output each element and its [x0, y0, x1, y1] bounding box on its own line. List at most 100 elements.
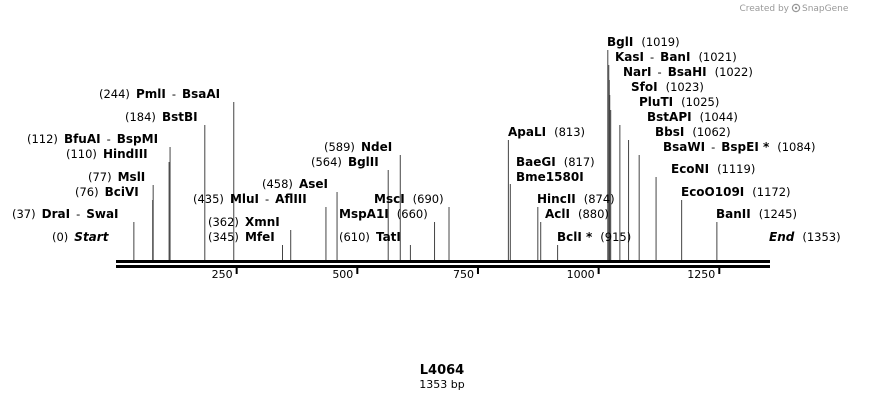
credit-brand: SnapGene — [802, 4, 849, 14]
enzyme-name: AclI — [545, 207, 570, 221]
enzyme-name: BglII — [348, 155, 379, 169]
site-label-pmli: (244) PmlI - BsaAI — [99, 87, 220, 101]
site-position: (345) — [208, 230, 239, 244]
enzyme-name: MfeI — [245, 230, 275, 244]
enzyme-name: BaeGI — [516, 155, 556, 169]
enzyme-name: BbsI — [655, 125, 684, 139]
site-position: (1019) — [641, 35, 679, 49]
site-position: (1172) — [752, 185, 790, 199]
site-position: (915) — [600, 230, 631, 244]
site-label-bglii: (564) BglII — [311, 155, 379, 169]
tick-label: 1000 — [567, 268, 595, 281]
site-position: (690) — [413, 192, 444, 206]
site-position: (1021) — [698, 50, 736, 64]
site-label-start: (0) Start — [52, 230, 110, 244]
site-position: (244) — [99, 87, 130, 101]
enzyme-name: BstAPI — [647, 110, 692, 124]
site-label-bcli: BclI * (915) — [557, 230, 631, 244]
site-labels: (0) Start(37) DraI - SwaI(76) BciVI(77) MslI(1… — [12, 35, 841, 244]
enzyme-name: MslI — [118, 170, 146, 184]
tick-label: 1250 — [687, 268, 715, 281]
site-label-bgli: BglI (1019) — [607, 35, 680, 49]
site-label-sfoi: SfoI (1023) — [631, 80, 704, 94]
site-position: (874) — [584, 192, 615, 206]
site-label-banii: BanII (1245) — [716, 207, 797, 221]
tick-label: 750 — [453, 268, 474, 281]
site-position: (76) — [75, 185, 99, 199]
site-position: (1044) — [700, 110, 738, 124]
site-label-mlui: (435) MluI - AflIII — [193, 192, 307, 206]
enzyme-name: HincII — [537, 192, 576, 206]
site-position: (1245) — [759, 207, 797, 221]
site-position: (0) — [52, 230, 68, 244]
enzyme-name: DraI — [42, 207, 70, 221]
enzyme-name: End — [769, 230, 795, 244]
enzyme-name: BfuAI — [64, 132, 101, 146]
sequence-backbone — [116, 260, 770, 268]
enzyme-name: XmnI — [245, 215, 280, 229]
tick-label: 250 — [212, 268, 233, 281]
site-label-bstapi: BstAPI (1044) — [647, 110, 738, 124]
site-position: (1353) — [802, 230, 840, 244]
enzyme-name: NdeI — [361, 140, 392, 154]
enzyme-name: Bme1580I — [516, 170, 584, 184]
enzyme-name: PmlI — [136, 87, 166, 101]
plasmid-length: 1353 bp — [419, 378, 464, 391]
site-label-ndei: (589) NdeI — [324, 140, 392, 154]
credit-text: Created by — [739, 4, 789, 14]
site-position: (435) — [193, 192, 224, 206]
enzyme-name: NarI — [623, 65, 652, 79]
snapgene-logo-icon — [791, 3, 801, 13]
site-position: (37) — [12, 207, 36, 221]
site-position: (564) — [311, 155, 342, 169]
site-label-bsawi: BsaWI - BspEI * (1084) — [663, 140, 816, 154]
tick-label: 500 — [332, 268, 353, 281]
enzyme-name: SfoI — [631, 80, 658, 94]
site-position: (1022) — [715, 65, 753, 79]
enzyme-name: MspA1I — [339, 207, 389, 221]
site-position: (813) — [554, 125, 585, 139]
enzyme-name: Start — [74, 230, 109, 244]
name-separator: - — [76, 207, 80, 221]
site-label-mspa1i: MspA1I (660) — [339, 207, 428, 221]
enzyme-name: AseI — [299, 177, 328, 191]
enzyme-name: BsaHI — [668, 65, 707, 79]
site-position: (77) — [88, 170, 112, 184]
site-label-nari: NarI - BsaHI (1022) — [623, 65, 753, 79]
site-position: (610) — [339, 230, 370, 244]
enzyme-name: BciVI — [105, 185, 139, 199]
enzyme-name: AflIII — [275, 192, 307, 206]
site-position: (1084) — [777, 140, 815, 154]
site-position: (110) — [66, 147, 97, 161]
name-separator: - — [107, 132, 111, 146]
enzyme-name: BstBI — [162, 110, 198, 124]
enzyme-name: BclI * — [557, 230, 593, 244]
enzyme-name: EcoNI — [671, 162, 709, 176]
site-label-bbsi: BbsI (1062) — [655, 125, 731, 139]
site-label-asei: (458) AseI — [262, 177, 328, 191]
site-label-hincii: HincII (874) — [537, 192, 615, 206]
site-label-kasi: KasI - BanI (1021) — [615, 50, 737, 64]
enzyme-name: SwaI — [86, 207, 118, 221]
enzyme-name: ApaLI — [508, 125, 546, 139]
enzyme-name: BanI — [660, 50, 690, 64]
enzyme-name: MscI — [374, 192, 405, 206]
site-position: (184) — [125, 110, 156, 124]
site-label-apali: ApaLI (813) — [508, 125, 585, 139]
site-label-acli: AclI (880) — [545, 207, 609, 221]
site-label-pluti: PluTI (1025) — [639, 95, 719, 109]
site-position: (589) — [324, 140, 355, 154]
name-separator: - — [172, 87, 176, 101]
enzyme-name: BsaAI — [182, 87, 220, 101]
site-label-dra1: (37) DraI - SwaI — [12, 207, 119, 221]
enzyme-name: HindIII — [103, 147, 148, 161]
enzyme-name: BanII — [716, 207, 751, 221]
enzyme-name: PluTI — [639, 95, 673, 109]
site-position: (880) — [578, 207, 609, 221]
site-label-xmni: (362) XmnI — [208, 215, 280, 229]
name-separator: - — [711, 140, 715, 154]
enzyme-name: BglI — [607, 35, 633, 49]
site-label-msli: (77) MslI — [88, 170, 145, 184]
site-label-bfuai: (112) BfuAI - BspMI — [27, 132, 158, 146]
